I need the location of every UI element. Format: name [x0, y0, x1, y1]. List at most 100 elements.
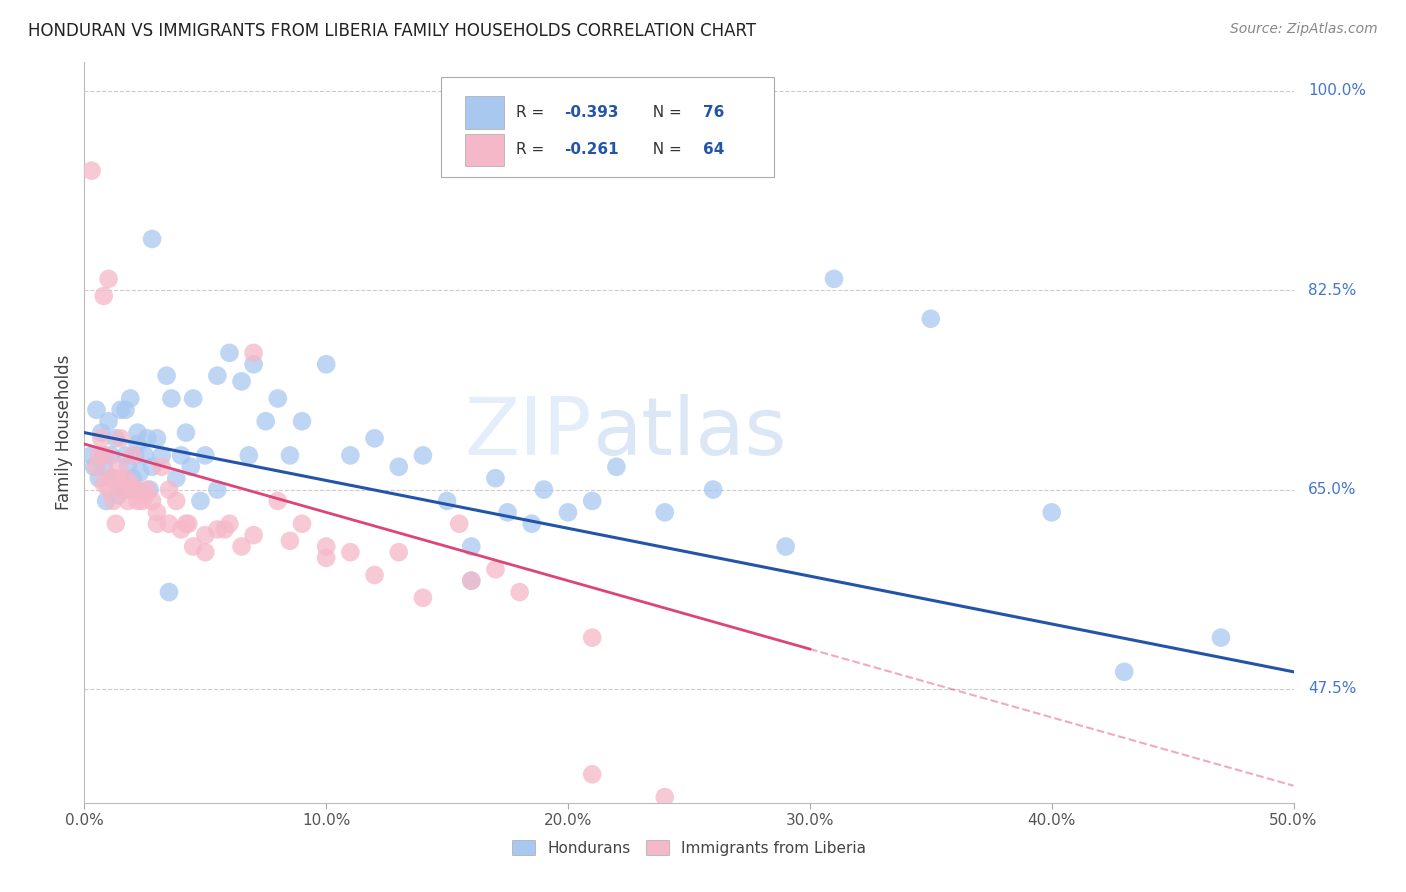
Text: Source: ZipAtlas.com: Source: ZipAtlas.com: [1230, 22, 1378, 37]
Point: [100, 449, 122, 463]
Point: [90, 431, 112, 445]
FancyBboxPatch shape: [441, 78, 773, 178]
Point: [94, 449, 117, 463]
Point: [194, 545, 217, 559]
Point: [103, 471, 125, 485]
Point: [702, 483, 724, 497]
Point: [605, 459, 627, 474]
Text: -0.261: -0.261: [564, 143, 619, 157]
Text: N =: N =: [643, 143, 686, 157]
Point: [170, 449, 193, 463]
Point: [117, 459, 139, 474]
Point: [136, 431, 159, 445]
Point: [80, 163, 103, 178]
Point: [315, 550, 337, 565]
Point: [93, 449, 115, 463]
Point: [194, 449, 217, 463]
Point: [315, 540, 337, 554]
Point: [1209, 631, 1232, 645]
Text: -0.393: -0.393: [564, 105, 619, 120]
Point: [117, 494, 139, 508]
Point: [194, 528, 217, 542]
Point: [112, 483, 135, 497]
Point: [181, 540, 204, 554]
Point: [242, 528, 264, 542]
Point: [180, 459, 202, 474]
Point: [86, 402, 108, 417]
Point: [97, 483, 120, 497]
Point: [1114, 665, 1136, 679]
Point: [177, 516, 200, 531]
Text: HONDURAN VS IMMIGRANTS FROM LIBERIA FAMILY HOUSEHOLDS CORRELATION CHART: HONDURAN VS IMMIGRANTS FROM LIBERIA FAMI…: [28, 22, 756, 40]
Point: [460, 574, 482, 588]
Point: [104, 516, 127, 531]
Text: 47.5%: 47.5%: [1308, 681, 1357, 697]
Point: [136, 483, 159, 497]
Point: [170, 523, 193, 537]
Point: [218, 346, 240, 360]
Point: [231, 375, 253, 389]
Point: [87, 471, 110, 485]
Point: [557, 505, 579, 519]
Point: [110, 476, 132, 491]
Point: [146, 431, 169, 445]
Point: [83, 459, 105, 474]
Point: [80, 449, 103, 463]
Point: [339, 449, 361, 463]
Point: [278, 449, 301, 463]
Point: [127, 425, 149, 440]
Point: [436, 494, 458, 508]
Point: [114, 471, 136, 485]
Point: [134, 488, 156, 502]
Point: [120, 476, 142, 491]
Point: [141, 232, 163, 246]
Point: [751, 830, 773, 844]
Point: [388, 545, 411, 559]
Text: ZIP: ZIP: [465, 393, 592, 472]
Point: [218, 516, 240, 531]
Point: [654, 505, 676, 519]
Text: R =: R =: [516, 143, 550, 157]
Point: [127, 483, 149, 497]
Point: [520, 516, 543, 531]
Point: [112, 483, 135, 497]
Text: 65.0%: 65.0%: [1308, 482, 1357, 497]
Point: [267, 494, 290, 508]
Point: [127, 494, 149, 508]
Point: [1282, 807, 1305, 822]
Point: [509, 585, 531, 599]
Point: [157, 585, 180, 599]
Point: [160, 392, 183, 406]
Point: [114, 449, 136, 463]
Point: [93, 459, 115, 474]
Point: [138, 483, 160, 497]
Point: [291, 414, 314, 428]
Text: 76: 76: [703, 105, 725, 120]
Point: [363, 568, 385, 582]
Point: [141, 494, 163, 508]
Point: [581, 631, 603, 645]
Point: [278, 533, 301, 548]
Point: [120, 392, 142, 406]
Point: [207, 523, 229, 537]
Text: atlas: atlas: [592, 393, 786, 472]
Point: [104, 431, 127, 445]
Point: [484, 471, 506, 485]
Point: [460, 540, 482, 554]
Point: [157, 483, 180, 497]
Text: 82.5%: 82.5%: [1308, 283, 1357, 298]
Point: [165, 471, 187, 485]
Point: [174, 425, 197, 440]
Point: [449, 516, 471, 531]
Point: [124, 449, 146, 463]
Point: [94, 494, 117, 508]
Point: [496, 505, 519, 519]
Point: [363, 431, 385, 445]
Point: [97, 272, 120, 286]
Point: [654, 790, 676, 805]
Point: [267, 392, 290, 406]
Point: [207, 483, 229, 497]
Point: [339, 545, 361, 559]
Point: [141, 459, 163, 474]
Point: [103, 471, 125, 485]
